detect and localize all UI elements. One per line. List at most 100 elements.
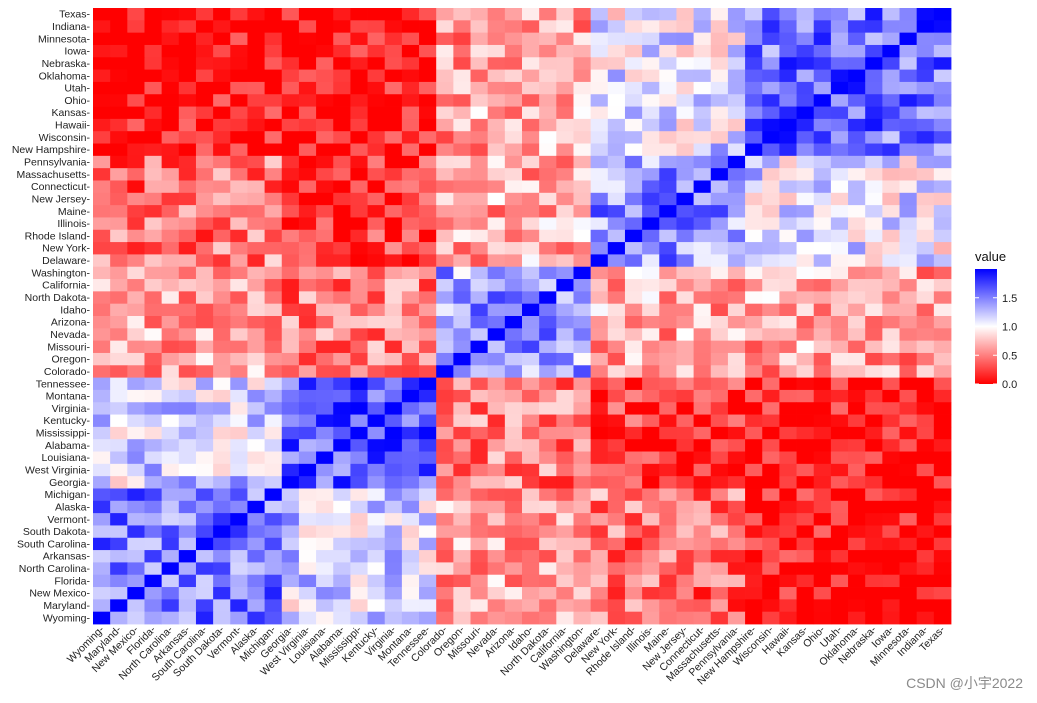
heatmap-cell: [419, 402, 437, 415]
heatmap-cell: [298, 291, 317, 305]
heatmap-cell: [470, 94, 489, 107]
heatmap-cell: [504, 340, 523, 354]
heatmap-cell: [899, 352, 918, 366]
heatmap-cell: [333, 488, 351, 502]
heatmap-cell: [522, 192, 540, 206]
heatmap-cell: [487, 537, 506, 551]
heatmap-cell: [178, 587, 197, 600]
heatmap-cell: [590, 476, 609, 489]
heatmap-cell: [848, 94, 866, 107]
heatmap-cell: [710, 118, 729, 132]
heatmap-cell: [659, 44, 677, 58]
heatmap-cell: [419, 389, 437, 403]
heatmap-cell: [470, 587, 489, 600]
heatmap-cell: [350, 229, 368, 243]
heatmap-cell: [762, 217, 780, 231]
heatmap-cell: [830, 525, 849, 539]
heatmap-cell: [607, 574, 626, 588]
heatmap-cell: [607, 426, 626, 440]
heatmap-cell: [401, 426, 420, 440]
heatmap-cell: [813, 44, 832, 58]
heatmap-cell: [178, 254, 197, 268]
y-tick-label: Iowa-: [64, 46, 90, 58]
heatmap-cell: [573, 205, 592, 218]
heatmap-cell: [624, 155, 643, 169]
heatmap-cell: [796, 217, 815, 231]
legend-title: value: [975, 249, 1006, 264]
heatmap-cell: [298, 328, 317, 342]
heatmap-cell: [813, 451, 832, 465]
heatmap-cell: [727, 426, 746, 440]
heatmap-cell: [813, 254, 832, 268]
heatmap-cell: [110, 562, 128, 576]
heatmap-cell: [230, 8, 248, 21]
heatmap-cell: [745, 57, 763, 70]
heatmap-cell: [727, 476, 746, 489]
heatmap-cell: [916, 20, 935, 34]
heatmap-cell: [710, 599, 729, 613]
heatmap-cell: [710, 587, 729, 600]
heatmap-cell: [333, 365, 351, 378]
heatmap-cell: [367, 340, 386, 354]
heatmap-cell: [779, 242, 797, 255]
y-tick-label: North Carolina-: [19, 563, 91, 575]
heatmap-cell: [161, 106, 180, 120]
heatmap-cell: [762, 500, 780, 514]
heatmap-cell: [504, 574, 523, 588]
heatmap-cell: [624, 20, 643, 34]
heatmap-cell: [624, 316, 643, 329]
heatmap-cell: [298, 574, 317, 588]
heatmap-cell: [642, 488, 660, 502]
heatmap-cell: [624, 8, 643, 21]
heatmap-cell: [813, 500, 832, 514]
heatmap-cell: [590, 106, 609, 120]
heatmap-cell: [573, 44, 592, 58]
heatmap-cell: [642, 180, 660, 194]
heatmap-cell: [762, 192, 780, 206]
heatmap-cell: [899, 118, 918, 132]
heatmap-cell: [710, 414, 729, 428]
heatmap-cell: [882, 550, 900, 563]
heatmap-cell: [745, 500, 763, 514]
heatmap-cell: [178, 266, 197, 280]
heatmap-cell: [350, 168, 368, 181]
heatmap-cell: [590, 8, 609, 21]
heatmap-cell: [110, 414, 128, 428]
heatmap-cell: [350, 550, 368, 563]
heatmap-cell: [384, 550, 403, 563]
heatmap-cell: [899, 8, 918, 21]
heatmap-cell: [178, 352, 197, 366]
heatmap-cell: [865, 451, 883, 465]
heatmap-cell: [573, 414, 592, 428]
heatmap-cell: [195, 439, 214, 452]
heatmap-cell: [916, 562, 935, 576]
heatmap-cell: [830, 574, 849, 588]
heatmap-cell: [710, 168, 729, 181]
heatmap-cell: [333, 279, 351, 292]
heatmap-cell: [899, 81, 918, 95]
heatmap-cell: [110, 537, 128, 551]
heatmap-cell: [281, 537, 300, 551]
heatmap-cell: [350, 106, 368, 120]
heatmap-cell: [178, 205, 197, 218]
heatmap-cell: [230, 242, 248, 255]
heatmap-cell: [453, 525, 471, 539]
heatmap-cell: [556, 155, 574, 169]
heatmap-cell: [195, 587, 214, 600]
heatmap-cell: [848, 254, 866, 268]
heatmap-cell: [745, 32, 763, 46]
heatmap-cell: [659, 279, 677, 292]
heatmap-cell: [710, 611, 729, 625]
heatmap-cell: [882, 463, 900, 477]
heatmap-cell: [504, 562, 523, 576]
heatmap-cell: [607, 303, 626, 317]
heatmap-cell: [779, 574, 797, 588]
heatmap-cell: [110, 229, 128, 243]
heatmap-cell: [745, 229, 763, 243]
heatmap-cell: [110, 328, 128, 342]
y-tick-label: New Hampshire-: [12, 144, 91, 156]
heatmap-cell: [230, 352, 248, 366]
heatmap-cell: [281, 32, 300, 46]
heatmap-cell: [419, 106, 437, 120]
heatmap-cell: [710, 192, 729, 206]
